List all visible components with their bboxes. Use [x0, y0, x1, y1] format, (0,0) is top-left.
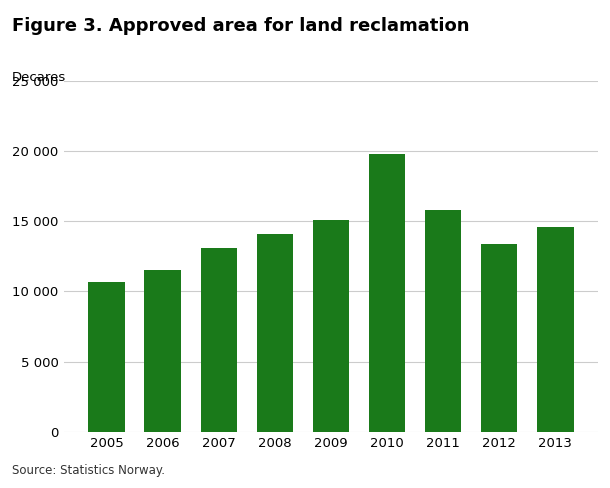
- Bar: [425, 210, 461, 432]
- Bar: [145, 269, 181, 432]
- Text: Source: Statistics Norway.: Source: Statistics Norway.: [12, 464, 165, 477]
- Text: Decares: Decares: [12, 71, 66, 84]
- Bar: [537, 227, 573, 432]
- Text: Figure 3. Approved area for land reclamation: Figure 3. Approved area for land reclama…: [12, 17, 470, 35]
- Bar: [481, 244, 517, 432]
- Bar: [88, 282, 125, 432]
- Bar: [369, 154, 405, 432]
- Bar: [201, 248, 237, 432]
- Bar: [257, 234, 293, 432]
- Bar: [313, 220, 349, 432]
